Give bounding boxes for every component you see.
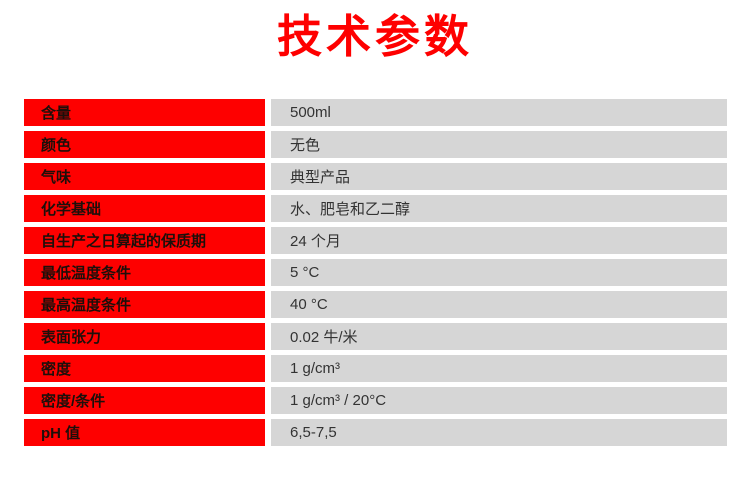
page-title: 技术参数	[276, 11, 473, 62]
table-row: 颜色 无色	[24, 131, 727, 158]
param-value: 1 g/cm³ / 20°C	[271, 387, 727, 414]
param-label: 密度/条件	[24, 387, 265, 414]
table-row: 气味 典型产品	[24, 163, 727, 190]
param-label: 含量	[24, 99, 265, 126]
table-row: 自生产之日算起的保质期 24 个月	[24, 227, 727, 254]
param-label: pH 值	[24, 419, 265, 446]
param-value: 水、肥皂和乙二醇	[271, 195, 727, 222]
param-value: 0.02 牛/米	[271, 323, 727, 350]
table-row: 表面张力 0.02 牛/米	[24, 323, 727, 350]
param-value: 24 个月	[271, 227, 727, 254]
param-label: 最低温度条件	[24, 259, 265, 286]
spec-table: 含量 500ml 颜色 无色 气味 典型产品 化学基础 水、肥皂和乙二醇 自生产…	[24, 99, 727, 446]
table-row: 化学基础 水、肥皂和乙二醇	[24, 195, 727, 222]
table-row: pH 值 6,5-7,5	[24, 419, 727, 446]
param-label: 最高温度条件	[24, 291, 265, 318]
param-label: 气味	[24, 163, 265, 190]
param-value: 500ml	[271, 99, 727, 126]
table-row: 密度 1 g/cm³	[24, 355, 727, 382]
param-value: 5 °C	[271, 259, 727, 286]
param-label: 密度	[24, 355, 265, 382]
param-label: 化学基础	[24, 195, 265, 222]
param-label: 颜色	[24, 131, 265, 158]
param-value: 6,5-7,5	[271, 419, 727, 446]
param-label: 自生产之日算起的保质期	[24, 227, 265, 254]
table-row: 最高温度条件 40 °C	[24, 291, 727, 318]
param-value: 40 °C	[271, 291, 727, 318]
table-row: 密度/条件 1 g/cm³ / 20°C	[24, 387, 727, 414]
param-label: 表面张力	[24, 323, 265, 350]
table-row: 最低温度条件 5 °C	[24, 259, 727, 286]
table-row: 含量 500ml	[24, 99, 727, 126]
param-value: 典型产品	[271, 163, 727, 190]
param-value: 无色	[271, 131, 727, 158]
param-value: 1 g/cm³	[271, 355, 727, 382]
